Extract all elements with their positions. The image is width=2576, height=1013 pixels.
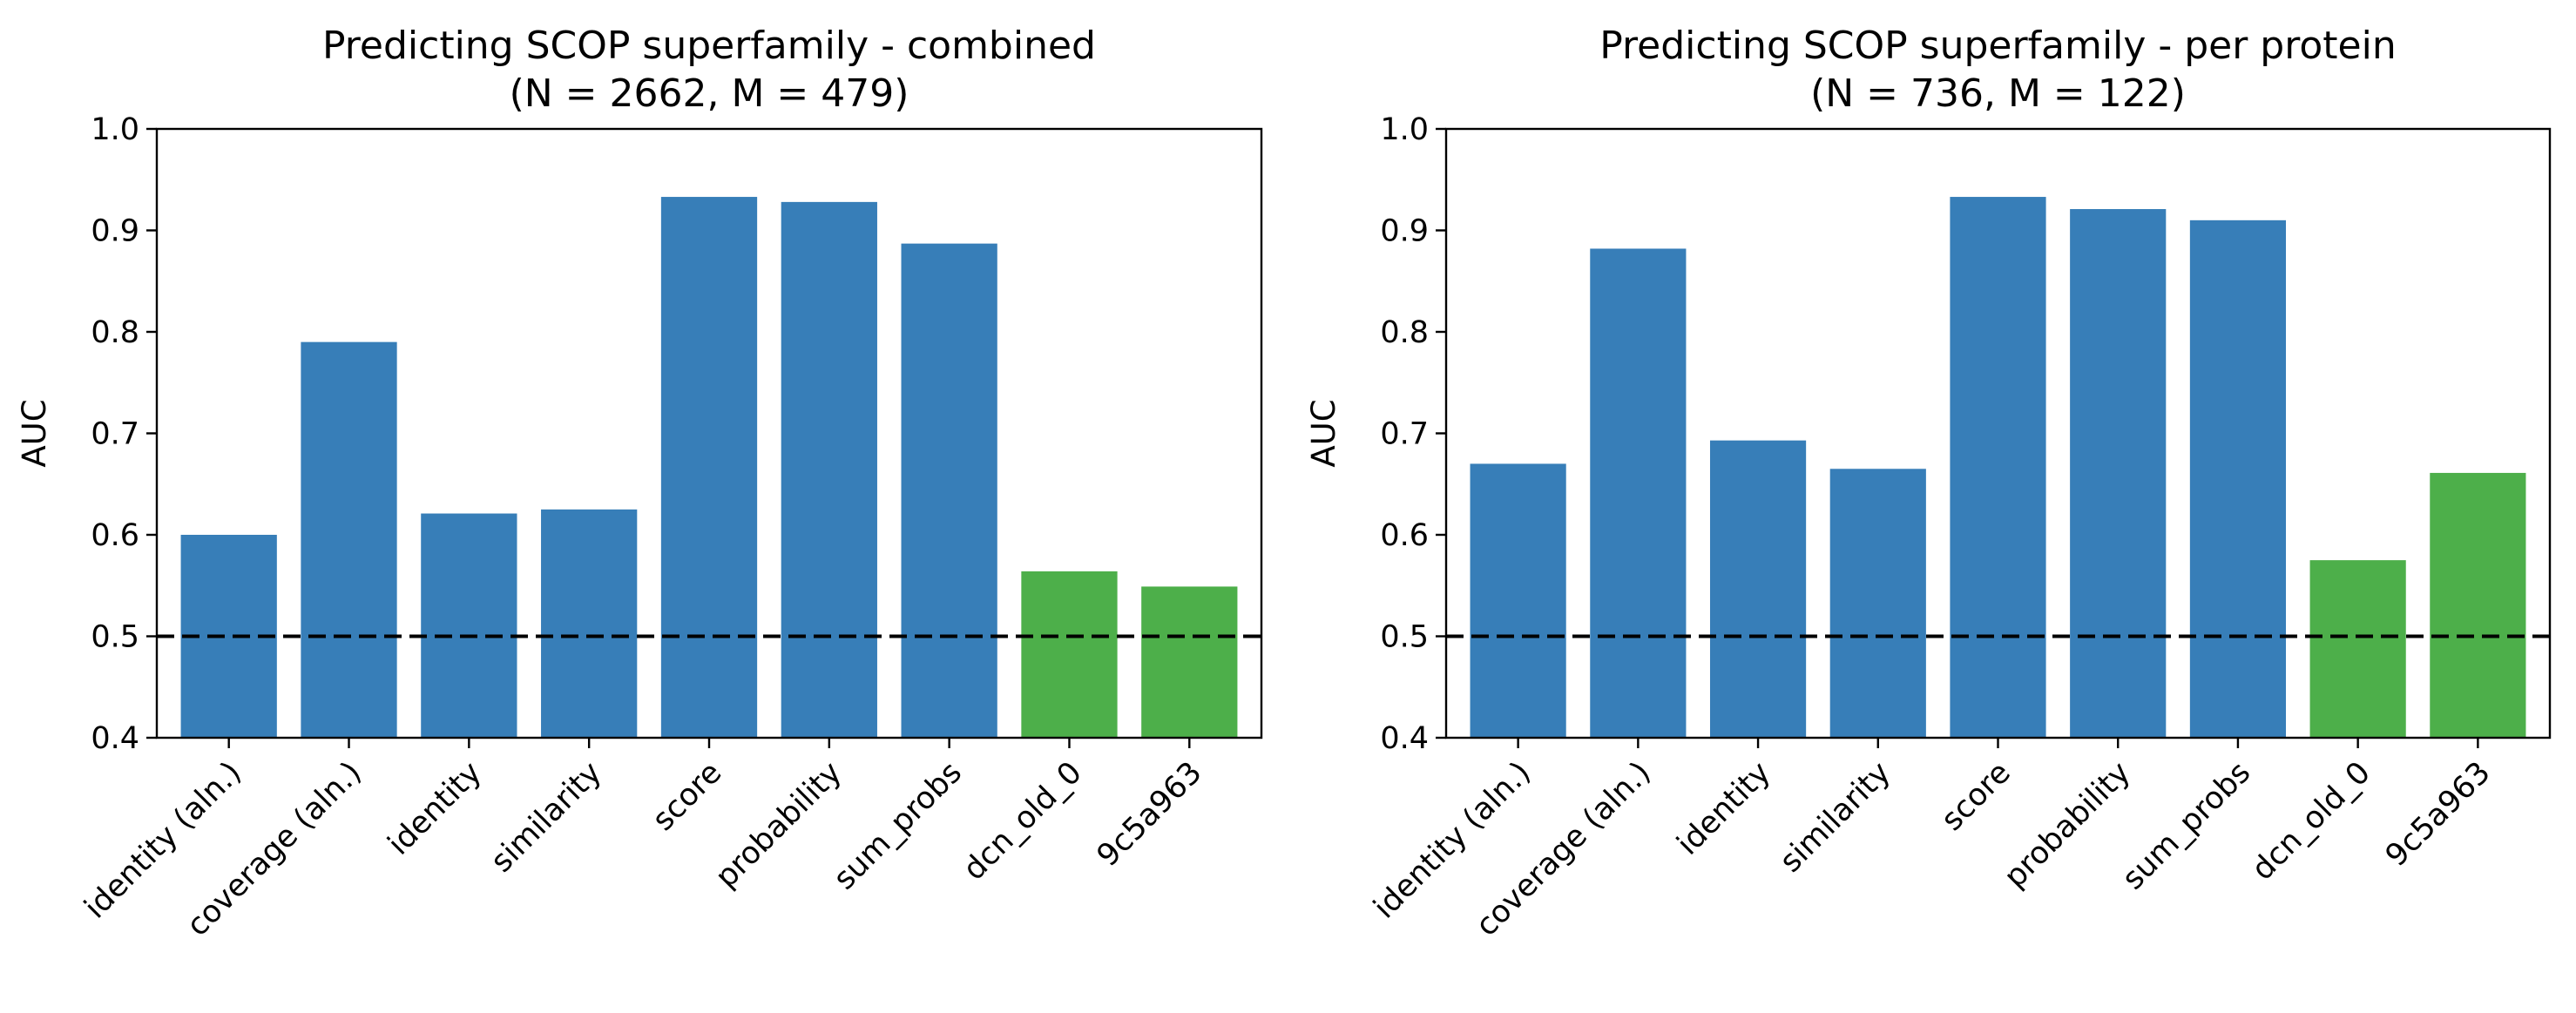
bar-score xyxy=(660,197,758,739)
y-tick-label: 0.4 xyxy=(1380,721,1429,756)
x-tick-label: probability xyxy=(709,755,849,895)
y-axis-label: AUC xyxy=(16,399,53,467)
y-tick-label: 0.5 xyxy=(1380,620,1429,655)
x-tick-label: similarity xyxy=(1774,755,1897,879)
chart-subtitle: (N = 736, M = 122) xyxy=(1810,71,2186,116)
y-tick-label: 0.9 xyxy=(91,214,139,249)
bar-similarity xyxy=(541,509,638,739)
bar-identity xyxy=(1709,440,1807,738)
bar-dcn-old-0 xyxy=(2309,560,2406,739)
chart-panel-1: Predicting SCOP superfamily - combined(N… xyxy=(16,24,1263,943)
x-tick-label: identity xyxy=(1671,755,1778,862)
bar-9c5a963 xyxy=(1141,586,1238,738)
bar-similarity xyxy=(1829,469,1926,738)
y-tick-label: 0.5 xyxy=(91,620,139,655)
x-tick-label: dcn_old_0 xyxy=(957,755,1089,888)
bar-probability xyxy=(2070,209,2167,738)
x-tick-label: sum_probs xyxy=(828,755,969,896)
y-tick-label: 0.7 xyxy=(91,417,139,452)
bar-score xyxy=(1950,197,2046,739)
x-tick-label: 9c5a963 xyxy=(2379,755,2498,874)
bar-identity-aln- xyxy=(1470,463,1566,738)
bar-coverage-aln- xyxy=(301,341,397,738)
bar-sum-probs xyxy=(901,243,997,738)
x-tick-label: probability xyxy=(1998,755,2137,895)
y-tick-label: 0.7 xyxy=(1380,417,1429,452)
chart-title: Predicting SCOP superfamily - per protei… xyxy=(1599,24,2396,68)
x-tick-label: 9c5a963 xyxy=(1091,755,1209,874)
chart-panel-2: Predicting SCOP superfamily - per protei… xyxy=(1305,24,2552,943)
x-tick-label: score xyxy=(646,755,729,838)
bar-dcn-old-0 xyxy=(1021,571,1118,738)
y-tick-label: 1.0 xyxy=(1380,112,1429,147)
x-tick-label: score xyxy=(1935,755,2018,838)
bar-sum-probs xyxy=(2189,219,2287,739)
x-tick-label: similarity xyxy=(484,755,608,879)
x-tick-label: dcn_old_0 xyxy=(2246,755,2378,888)
bar-identity xyxy=(421,513,517,738)
y-tick-label: 0.6 xyxy=(91,518,139,553)
bar-probability xyxy=(781,201,877,738)
x-tick-label: identity xyxy=(382,755,489,862)
bar-9c5a963 xyxy=(2430,472,2526,738)
bar-coverage-aln- xyxy=(1590,248,1687,739)
y-tick-label: 0.8 xyxy=(91,315,139,350)
chart-subtitle: (N = 2662, M = 479) xyxy=(510,71,909,116)
y-tick-label: 0.4 xyxy=(91,721,139,756)
y-tick-label: 0.8 xyxy=(1380,315,1429,350)
x-tick-label: sum_probs xyxy=(2116,755,2257,896)
y-tick-label: 1.0 xyxy=(91,112,139,147)
chart-title: Predicting SCOP superfamily - combined xyxy=(322,24,1096,68)
y-tick-label: 0.9 xyxy=(1380,214,1429,249)
y-axis-label: AUC xyxy=(1305,399,1342,467)
y-tick-label: 0.6 xyxy=(1380,518,1429,553)
